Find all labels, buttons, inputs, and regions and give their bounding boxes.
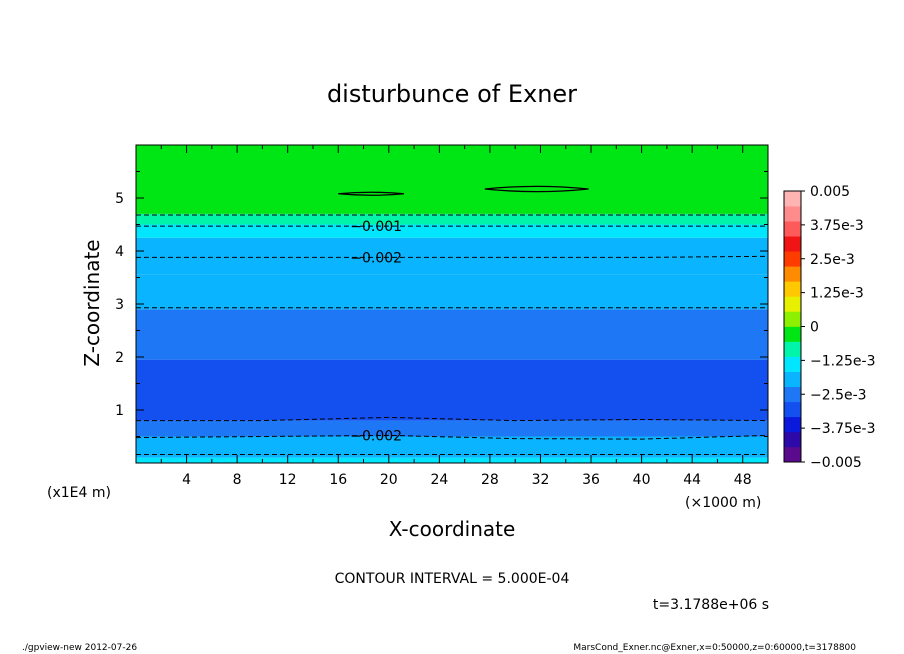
closed-contour-1 (484, 185, 589, 193)
x-tick-label-44: 44 (683, 472, 701, 488)
x-tick-label-48: 48 (734, 472, 752, 488)
colorbar-label-2: 2.5e-3 (810, 252, 855, 268)
x-tick-label-4: 4 (182, 472, 191, 488)
y-tick-label-4: 4 (115, 244, 124, 260)
contour-band-1 (136, 436, 768, 458)
x-tick-label-12: 12 (279, 472, 297, 488)
footer-right: MarsCond_Exner.nc@Exner,x=0:50000,z=0:60… (573, 643, 856, 653)
colorbar-segment-7 (784, 341, 801, 357)
x-tick-label-24: 24 (430, 472, 448, 488)
colorbar-segment-12 (784, 266, 801, 282)
contour-band-3 (136, 359, 768, 421)
colorbar-segment-14 (784, 236, 801, 252)
colorbar-segment-2 (784, 416, 801, 433)
contour-band-0 (136, 457, 768, 463)
contour-line-2 (136, 416, 769, 422)
colorbar-label-5: −1.25e-3 (810, 353, 875, 369)
contour-band-9 (136, 145, 768, 214)
y-axis-unit: (x1E4 m) (47, 485, 111, 501)
colorbar-label-3: 1.25e-3 (810, 286, 864, 302)
contour-label-4: −0.002 (350, 250, 402, 266)
colorbar-segment-11 (784, 281, 801, 297)
colorbar-segment-4 (784, 386, 801, 403)
colorbar-segment-13 (784, 251, 801, 267)
time-label: t=3.1788e+06 s (653, 597, 769, 613)
contour-band-8 (136, 213, 768, 225)
colorbar-segment-17 (784, 191, 801, 207)
colorbar-label-8: −0.005 (810, 455, 862, 471)
y-tick-label-3: 3 (115, 297, 124, 313)
colorbar-label-6: −2.5e-3 (810, 387, 867, 403)
y-tick-label-1: 1 (115, 403, 124, 419)
colorbar-segment-6 (784, 356, 801, 372)
x-tick-label-20: 20 (380, 472, 398, 488)
closed-contour-0 (338, 191, 405, 196)
contour-band-2 (136, 420, 768, 437)
x-tick-label-16: 16 (329, 472, 347, 488)
colorbar-segment-0 (784, 446, 801, 463)
colorbar-segment-9 (784, 311, 801, 327)
contour-fill (136, 145, 768, 463)
x-tick-label-28: 28 (481, 472, 499, 488)
colorbar: 0.005 3.75e-3 2.5e-3 1.25e-3 0 −1.25e-3 −2.5e-… (783, 184, 875, 471)
colorbar-label-1: 3.75e-3 (810, 218, 864, 234)
contour-band-6 (136, 237, 768, 275)
contour-lines: −0.002 −0.002 −0.001 (135, 185, 769, 455)
colorbar-segment-1 (784, 431, 801, 448)
contour-band-4 (136, 309, 768, 360)
colorbar-segment-10 (784, 296, 801, 312)
colorbar-label-7: −3.75e-3 (810, 421, 875, 437)
x-axis-label: X-coordinate (389, 517, 516, 541)
colorbar-segment-3 (784, 401, 801, 418)
contour-label-1: −0.002 (350, 428, 402, 444)
y-axis-label: Z-coordinate (80, 239, 104, 366)
contour-label-5: −0.001 (350, 219, 402, 235)
colorbar-segment-8 (784, 326, 801, 342)
x-tick-label-8: 8 (233, 472, 242, 488)
contour-band-5 (136, 274, 768, 310)
colorbar-segment-15 (784, 221, 801, 237)
contour-interval: CONTOUR INTERVAL = 5.000E-04 (335, 571, 570, 587)
y-tick-label-2: 2 (115, 350, 124, 366)
x-axis-unit: (×1000 m) (685, 495, 761, 511)
colorbar-segment-5 (784, 371, 801, 388)
contour-band-7 (136, 224, 768, 238)
footer-left: ./gpview-new 2012-07-26 (22, 643, 138, 653)
x-tick-label-40: 40 (633, 472, 651, 488)
contour-line-1 (135, 434, 769, 440)
y-tick-label-5: 5 (115, 191, 124, 207)
colorbar-label-0: 0.005 (810, 184, 850, 200)
x-tick-label-32: 32 (532, 472, 550, 488)
x-tick-label-36: 36 (582, 472, 600, 488)
chart-title: disturbunce of Exner (327, 80, 577, 108)
contour-line-4 (136, 255, 769, 258)
colorbar-label-4: 0 (810, 320, 819, 336)
colorbar-segment-16 (784, 206, 801, 222)
